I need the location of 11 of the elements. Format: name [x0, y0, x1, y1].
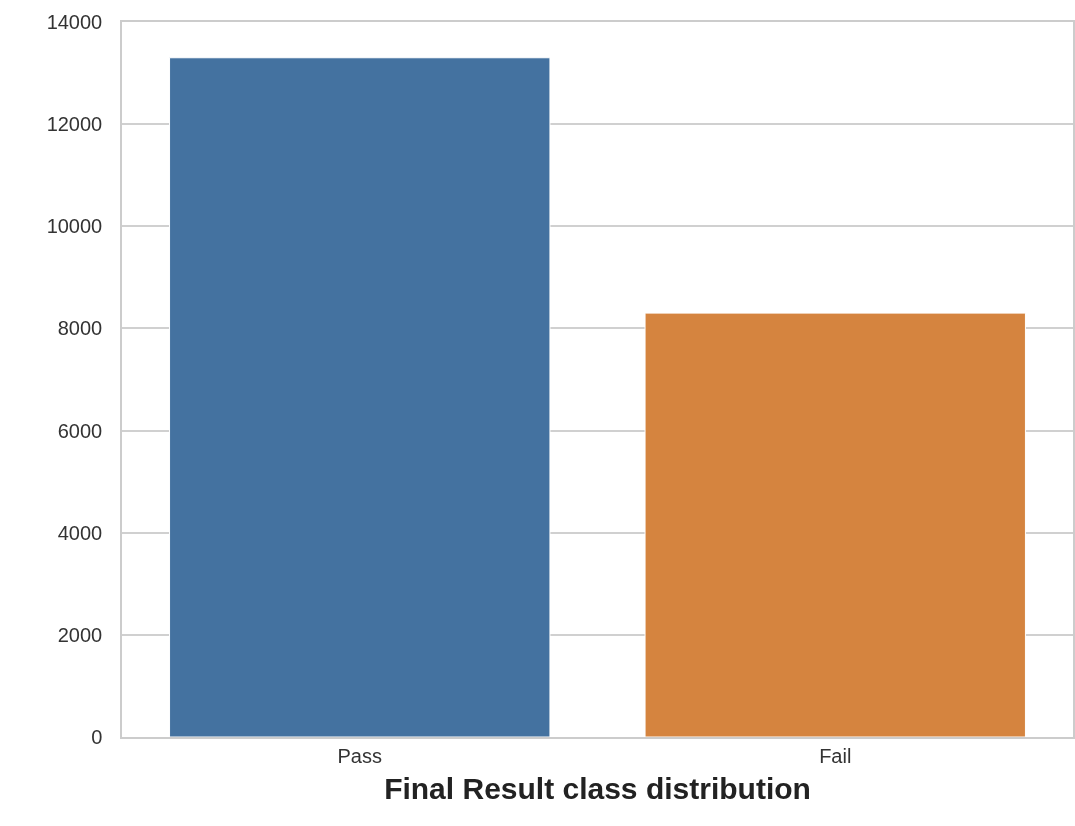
x-tick-label: Pass	[337, 744, 382, 767]
y-tick-label: 4000	[57, 521, 103, 544]
y-tick-label: 6000	[57, 419, 103, 442]
x-axis-title: Final Result class distribution	[384, 771, 811, 805]
y-tick-label: 10000	[46, 215, 103, 238]
y-tick-label: 8000	[57, 317, 103, 340]
y-tick-label: 0	[91, 726, 103, 748]
y-tick-label: 14000	[46, 11, 103, 33]
y-tick-label: 2000	[57, 623, 103, 646]
y-tick-label: 12000	[46, 113, 103, 136]
x-tick-label: Fail	[819, 744, 852, 767]
